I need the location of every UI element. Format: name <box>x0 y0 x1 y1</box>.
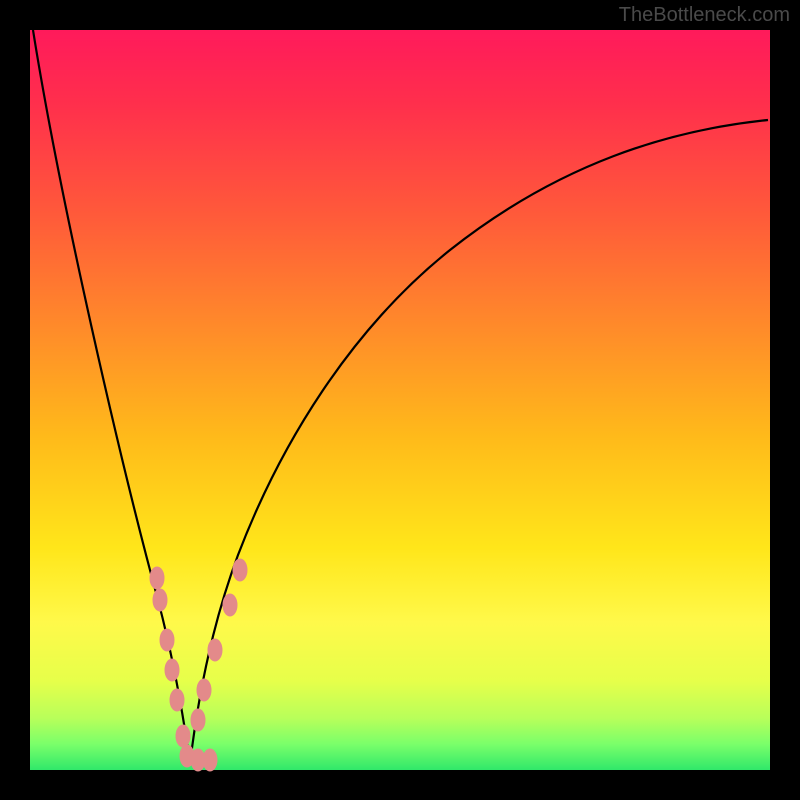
data-marker <box>197 679 211 701</box>
data-marker <box>160 629 174 651</box>
data-marker <box>191 709 205 731</box>
data-marker <box>208 639 222 661</box>
data-marker <box>176 725 190 747</box>
data-marker <box>203 749 217 771</box>
data-marker <box>170 689 184 711</box>
data-marker <box>233 559 247 581</box>
data-marker <box>150 567 164 589</box>
chart-container: TheBottleneck.com <box>0 0 800 800</box>
data-marker <box>165 659 179 681</box>
data-marker <box>223 594 237 616</box>
watermark-text: TheBottleneck.com <box>619 4 790 27</box>
bottleneck-chart <box>0 0 800 800</box>
data-marker <box>153 589 167 611</box>
